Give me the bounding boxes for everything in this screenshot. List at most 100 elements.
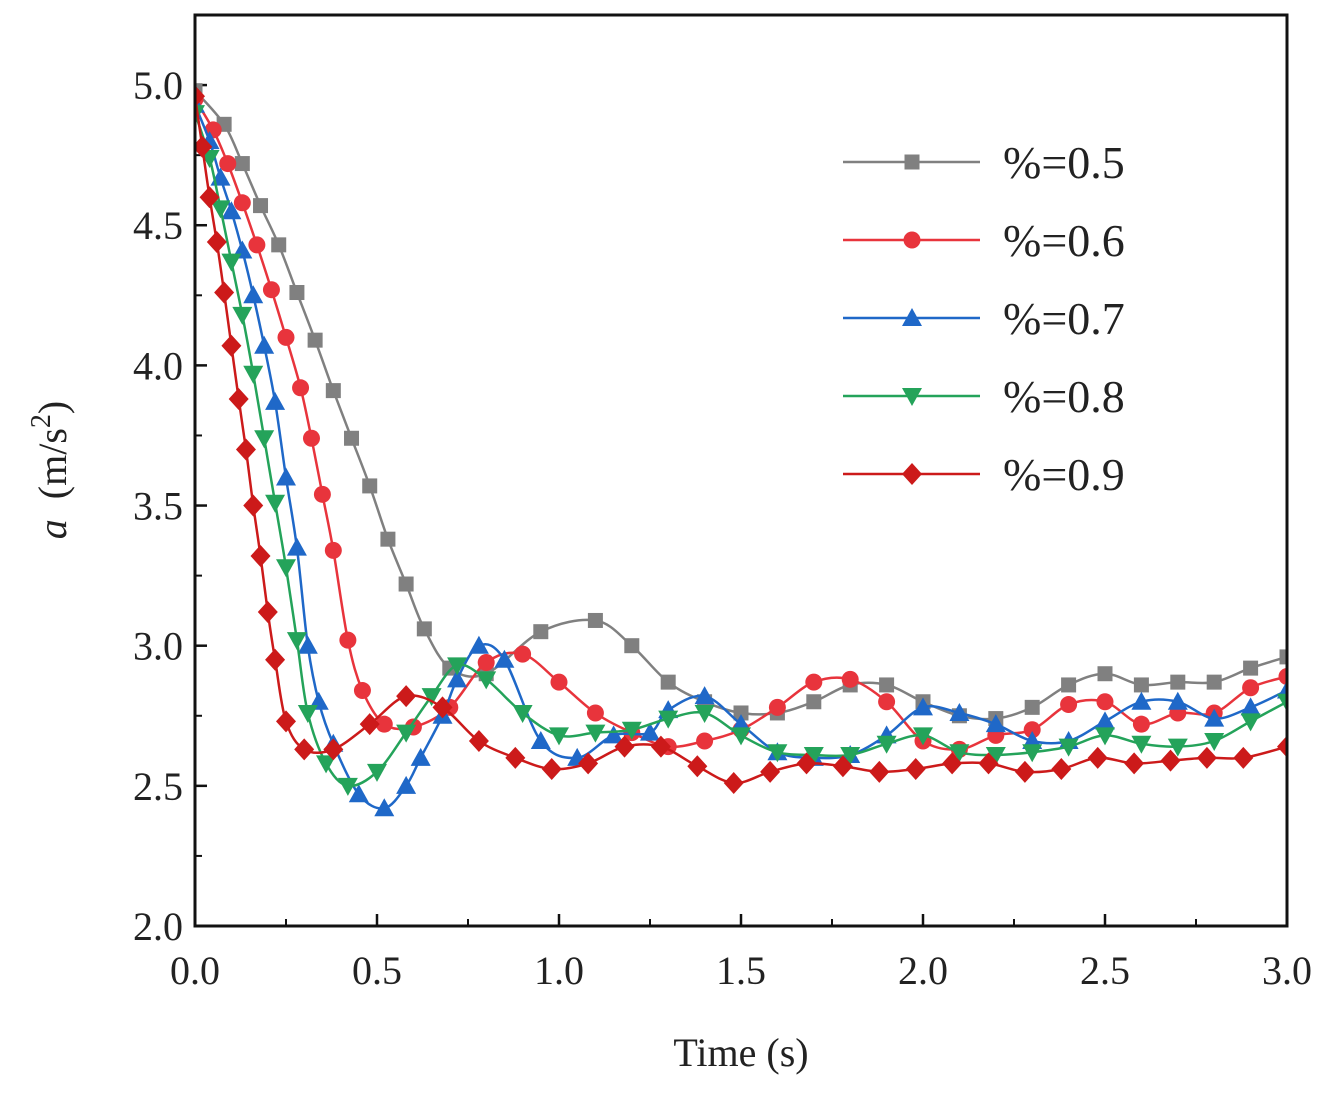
data-point [1233,746,1254,769]
data-point [869,760,890,783]
data-point [468,729,489,752]
data-point [271,237,287,253]
data-point [841,670,859,688]
data-point [494,649,515,668]
series-layer [195,83,1287,817]
data-point [760,760,781,783]
data-point [325,383,341,399]
x-tick-label: 2.0 [898,948,948,993]
legend-label: %=0.6 [1003,215,1125,266]
data-point [344,430,360,446]
data-point [277,328,295,346]
data-point [1058,738,1079,757]
data-point [640,722,660,741]
data-point [541,758,562,781]
data-point [767,744,788,763]
series-4 [195,105,1287,796]
data-point [221,201,242,220]
data-point [587,612,603,628]
data-point [228,388,249,411]
data-point [248,236,266,254]
data-point [660,674,676,690]
data-point [1240,697,1261,716]
data-point [723,772,744,795]
data-point [380,531,396,547]
data-point [768,698,786,716]
data-point [214,281,235,304]
y-tick-label: 5.0 [133,63,183,108]
data-point [1160,749,1181,772]
data-point [359,713,380,736]
y-axis-title-close: ) [30,401,75,414]
data-point [1204,708,1225,727]
legend-label: %=0.9 [1003,449,1125,500]
data-point [696,732,714,750]
data-point [1023,721,1041,739]
data-point [1132,715,1150,733]
y-tick-label: 3.0 [133,624,183,669]
data-point [257,601,278,624]
data-point [265,494,286,513]
data-point [362,478,378,494]
data-point [806,694,822,710]
data-point [985,714,1006,733]
data-point [416,621,432,637]
data-point [286,537,307,556]
data-point [586,704,604,722]
data-point [624,638,640,654]
data-point [1096,693,1114,711]
data-point [265,648,286,671]
data-point [265,391,286,410]
x-tick-label: 2.5 [1080,948,1130,993]
data-point [353,682,371,700]
data-point [694,704,715,723]
data-point [232,306,253,325]
plot-frame [193,13,1289,928]
data-point [733,705,749,721]
data-point [221,334,242,357]
data-point [276,467,296,486]
data-point [447,657,468,676]
data-point [195,135,213,158]
y-tick-label: 3.5 [133,484,183,529]
data-point [1124,752,1145,775]
data-point [367,763,387,782]
data-point [374,798,395,817]
data-point [1279,649,1287,665]
data-point [621,721,642,740]
data-point [512,704,533,723]
data-point [210,200,231,219]
legend-entry: %=0.7 [843,293,1125,344]
data-point [578,752,599,775]
data-point [323,738,344,761]
legend-entry: %=0.5 [843,137,1125,188]
data-point [1243,660,1259,676]
data-point [324,541,342,559]
data-point [614,735,635,758]
data-point [549,727,569,746]
data-point [254,335,275,354]
data-point [1167,691,1188,710]
data-point [1131,691,1152,710]
data-point [375,715,393,733]
data-point [942,752,963,775]
data-point [1204,732,1225,751]
data-point [468,635,489,654]
data-point [243,365,264,384]
y-axis-title: a (m/s2) [26,401,75,539]
data-point [1014,760,1035,783]
data-point [477,654,495,672]
data-point [658,710,679,729]
data-point [878,693,896,711]
data-point [1097,666,1113,682]
data-point [949,702,970,721]
data-point [1133,677,1149,693]
data-point [421,688,442,707]
legend-label: %=0.5 [1003,137,1125,188]
legend-marker [903,231,921,249]
data-point [1206,674,1222,690]
y-tick-label: 2.0 [133,904,183,949]
data-point [276,710,296,733]
x-tick-label: 0.5 [352,948,402,993]
